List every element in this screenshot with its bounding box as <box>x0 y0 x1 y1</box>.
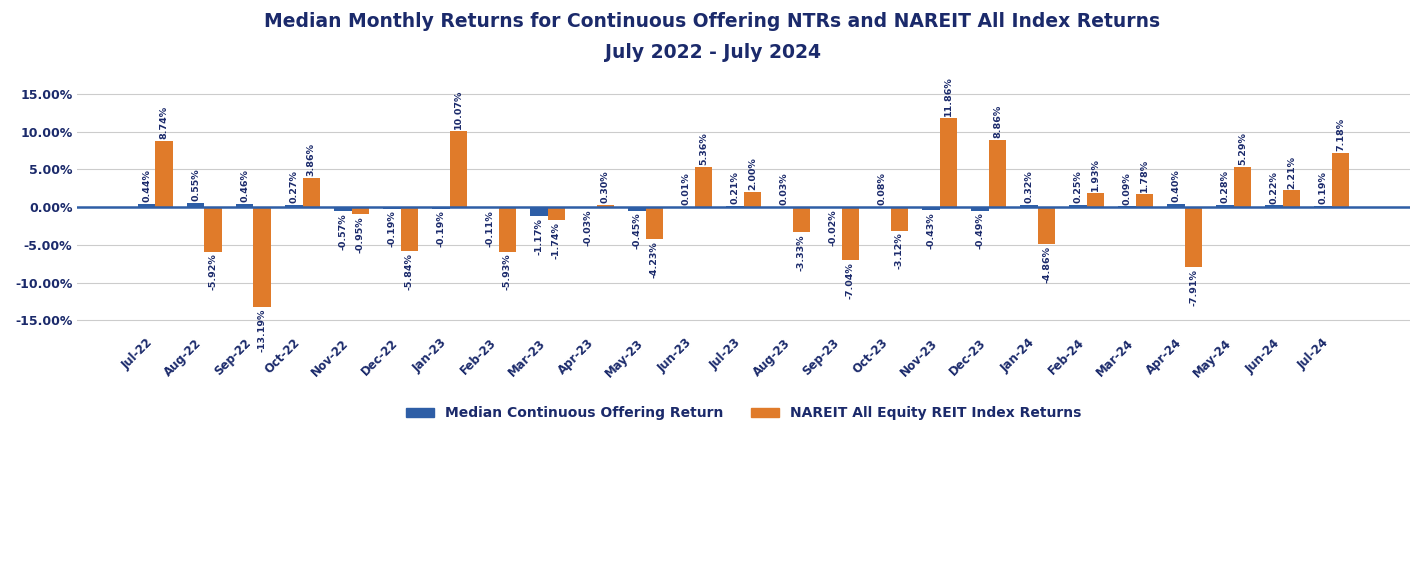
Bar <box>352 207 369 214</box>
Text: 0.03%: 0.03% <box>779 173 788 205</box>
Bar <box>1234 167 1251 207</box>
Text: 0.55%: 0.55% <box>191 168 200 201</box>
Bar <box>499 207 516 252</box>
Text: -1.74%: -1.74% <box>551 222 561 259</box>
Bar <box>254 207 271 307</box>
Text: -0.03%: -0.03% <box>583 209 593 245</box>
Bar <box>989 140 1006 207</box>
Bar <box>891 207 908 230</box>
Bar <box>1037 207 1056 244</box>
Bar <box>400 207 418 251</box>
Text: -0.02%: -0.02% <box>828 209 838 246</box>
Text: 8.74%: 8.74% <box>160 106 168 140</box>
Text: 0.22%: 0.22% <box>1270 171 1278 204</box>
Text: 0.08%: 0.08% <box>878 172 886 204</box>
Bar <box>1332 153 1349 207</box>
Bar <box>1314 206 1332 207</box>
Text: -7.91%: -7.91% <box>1188 269 1198 306</box>
Text: 0.01%: 0.01% <box>681 173 690 205</box>
Text: 0.44%: 0.44% <box>142 169 151 202</box>
Text: 0.28%: 0.28% <box>1220 170 1230 203</box>
Bar <box>1282 190 1301 207</box>
Text: 0.30%: 0.30% <box>601 170 610 203</box>
Text: 1.78%: 1.78% <box>1140 159 1149 192</box>
Bar <box>1087 193 1104 207</box>
Bar <box>204 207 222 252</box>
Text: 3.86%: 3.86% <box>306 143 316 176</box>
Bar <box>333 207 352 211</box>
Text: -3.33%: -3.33% <box>797 234 807 270</box>
Bar <box>842 207 859 260</box>
Text: 0.27%: 0.27% <box>289 170 298 203</box>
Bar <box>1069 206 1087 207</box>
Text: -4.86%: -4.86% <box>1042 245 1052 283</box>
Text: 8.86%: 8.86% <box>993 105 1002 138</box>
Text: -0.95%: -0.95% <box>356 216 365 253</box>
Bar <box>1167 204 1184 207</box>
Text: -4.23%: -4.23% <box>650 241 658 278</box>
Legend: Median Continuous Offering Return, NAREIT All Equity REIT Index Returns: Median Continuous Offering Return, NAREI… <box>400 401 1087 426</box>
Text: -0.49%: -0.49% <box>975 212 985 250</box>
Bar <box>939 118 958 207</box>
Text: -13.19%: -13.19% <box>258 309 266 352</box>
Text: 1.93%: 1.93% <box>1092 158 1100 190</box>
Text: 0.32%: 0.32% <box>1025 170 1033 203</box>
Text: 10.07%: 10.07% <box>453 90 463 129</box>
Text: -7.04%: -7.04% <box>846 262 855 299</box>
Text: -0.45%: -0.45% <box>633 212 641 249</box>
Bar <box>970 207 989 211</box>
Text: -5.84%: -5.84% <box>405 253 413 290</box>
Bar <box>1184 207 1203 267</box>
Text: 0.40%: 0.40% <box>1171 170 1180 202</box>
Text: -0.43%: -0.43% <box>926 212 935 249</box>
Bar <box>1020 205 1037 207</box>
Bar <box>530 207 547 216</box>
Bar <box>744 192 761 207</box>
Bar <box>1136 194 1153 207</box>
Bar <box>725 206 744 207</box>
Text: 0.21%: 0.21% <box>730 171 740 204</box>
Text: -1.17%: -1.17% <box>534 218 543 255</box>
Text: 0.25%: 0.25% <box>1073 171 1083 203</box>
Text: -0.19%: -0.19% <box>388 211 396 247</box>
Text: 2.00%: 2.00% <box>748 157 757 190</box>
Text: -0.57%: -0.57% <box>338 213 348 250</box>
Text: 0.46%: 0.46% <box>241 169 249 202</box>
Bar <box>1265 206 1282 207</box>
Bar <box>432 207 449 208</box>
Text: 5.29%: 5.29% <box>1238 133 1247 166</box>
Bar <box>628 207 646 211</box>
Text: 11.86%: 11.86% <box>943 76 953 116</box>
Text: -3.12%: -3.12% <box>895 233 903 269</box>
Text: 5.36%: 5.36% <box>698 132 708 165</box>
Bar <box>597 205 614 207</box>
Bar <box>237 204 254 207</box>
Text: Median Monthly Returns for Continuous Offering NTRs and NAREIT All Index Returns: Median Monthly Returns for Continuous Of… <box>265 12 1160 31</box>
Text: 2.21%: 2.21% <box>1287 156 1297 189</box>
Bar <box>138 204 155 207</box>
Bar <box>792 207 811 232</box>
Text: -5.92%: -5.92% <box>209 254 218 291</box>
Text: July 2022 - July 2024: July 2022 - July 2024 <box>604 43 821 63</box>
Bar <box>302 178 321 207</box>
Bar <box>449 131 467 207</box>
Text: 7.18%: 7.18% <box>1337 118 1345 151</box>
Bar <box>1216 205 1234 207</box>
Bar <box>694 167 712 207</box>
Text: -5.93%: -5.93% <box>503 254 512 291</box>
Bar <box>646 207 663 239</box>
Text: -0.19%: -0.19% <box>436 211 445 247</box>
Bar <box>285 205 302 207</box>
Bar <box>187 203 204 207</box>
Bar <box>383 207 400 208</box>
Text: 0.19%: 0.19% <box>1318 171 1328 204</box>
Bar <box>155 141 172 207</box>
Text: 0.09%: 0.09% <box>1123 172 1131 204</box>
Bar <box>480 207 499 208</box>
Text: -0.11%: -0.11% <box>486 210 494 247</box>
Bar <box>547 207 566 220</box>
Bar <box>922 207 939 210</box>
